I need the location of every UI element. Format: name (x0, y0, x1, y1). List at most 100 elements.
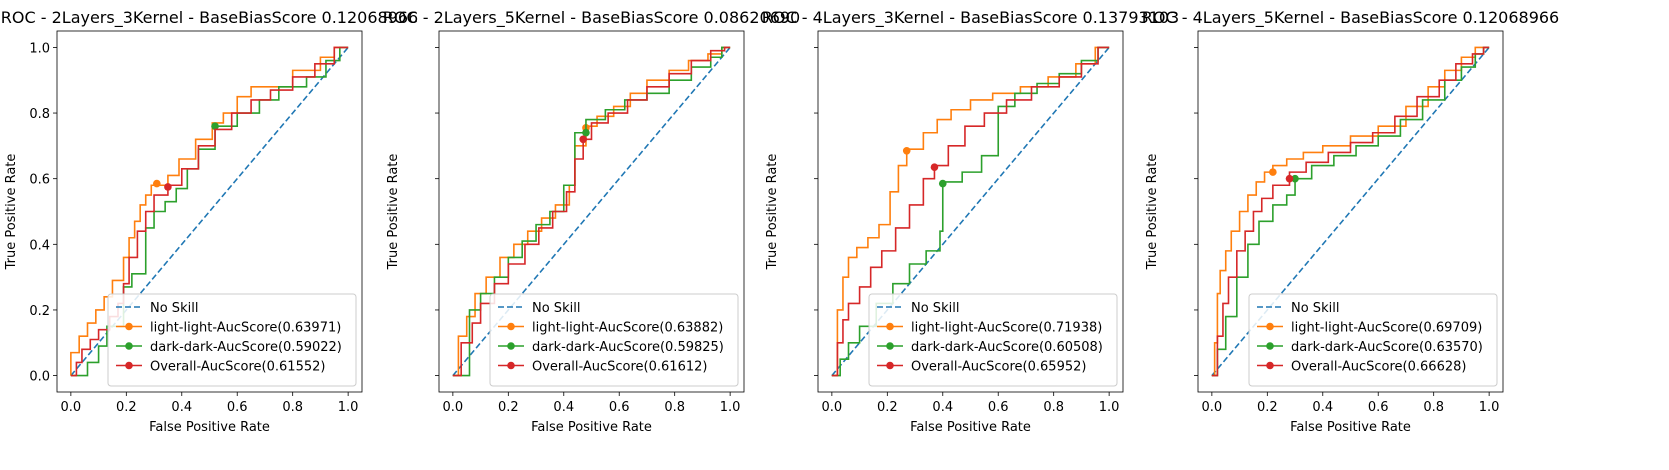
x-axis-label: False Positive Rate (531, 420, 652, 435)
x-tick-label: 0.0 (822, 400, 843, 415)
series-line-2 (1211, 46, 1490, 377)
legend-marker-3 (1266, 361, 1274, 370)
x-tick-label: 0.6 (988, 400, 1009, 415)
x-axis-label: False Positive Rate (1290, 420, 1411, 435)
threshold-marker-2 (1291, 174, 1299, 183)
x-tick-label: 0.0 (1202, 400, 1223, 415)
legend-label-1: light-light-AucScore(0.63882) (532, 321, 723, 336)
legend-label-2: dark-dark-AucScore(0.63570) (1291, 340, 1483, 355)
legend-marker-1 (125, 322, 133, 331)
chart-panel-4: ROC - 4Layers_5Kernel - BaseBiasScore 0.… (1142, 8, 1559, 435)
x-tick-label: 0.8 (1423, 400, 1444, 415)
x-tick-label: 0.6 (609, 400, 630, 415)
axes-frame (56, 30, 363, 393)
series-line-3 (831, 46, 1110, 377)
legend: No Skill light-light-AucScore(0.63971) dar… (107, 293, 357, 387)
legend-marker-3 (886, 361, 894, 370)
x-tick-label: 0.2 (498, 400, 519, 415)
legend-label-3: Overall-AucScore(0.61552) (150, 360, 325, 375)
y-tick-label: 0.2 (29, 304, 50, 319)
chart-panel-2: ROC - 2Layers_5Kernel - BaseBiasScore 0.… (383, 8, 800, 435)
legend-label-2: dark-dark-AucScore(0.60508) (911, 340, 1103, 355)
chart-title: ROC - 2Layers_3Kernel - BaseBiasScore 0.… (1, 8, 418, 28)
threshold-marker-1 (902, 146, 911, 155)
legend-marker-1 (1266, 322, 1274, 331)
chart-title: ROC - 2Layers_5Kernel - BaseBiasScore 0.… (383, 8, 800, 28)
chart-panel-3: ROC - 4Layers_3Kernel - BaseBiasScore 0.… (762, 8, 1179, 435)
legend-label-1: light-light-AucScore(0.71938) (911, 321, 1102, 336)
legend-label-2: dark-dark-AucScore(0.59825) (532, 340, 724, 355)
legend: No Skill light-light-AucScore(0.71938) dar… (868, 293, 1118, 387)
x-tick-label: 0.2 (877, 400, 898, 415)
legend-label-2: dark-dark-AucScore(0.59022) (150, 340, 342, 355)
axes-frame (438, 30, 745, 393)
y-axis-label: True Positive Rate (1145, 154, 1160, 271)
y-tick-label: 0.8 (29, 107, 50, 122)
x-tick-label: 0.4 (171, 400, 192, 415)
chart-title: ROC - 4Layers_3Kernel - BaseBiasScore 0.… (762, 8, 1179, 28)
axes-frame (817, 30, 1124, 393)
y-tick-label: 0.0 (29, 370, 50, 385)
legend-label-3: Overall-AucScore(0.65952) (911, 360, 1086, 375)
y-tick-label: 1.0 (29, 41, 50, 56)
legend: No Skill light-light-AucScore(0.63882) dar… (489, 293, 739, 387)
x-tick-label: 1.0 (1099, 400, 1120, 415)
legend-label-0: No Skill (150, 301, 198, 316)
threshold-marker-2 (582, 128, 590, 137)
legend-box (1248, 293, 1498, 387)
x-tick-label: 1.0 (720, 400, 741, 415)
x-tick-label: 0.4 (553, 400, 574, 415)
x-tick-label: 0.6 (227, 400, 248, 415)
legend: No Skill light-light-AucScore(0.69709) dar… (1248, 293, 1498, 387)
legend-marker-1 (886, 322, 894, 331)
legend-box (489, 293, 739, 387)
threshold-marker-3 (1285, 174, 1294, 183)
series-line-1 (70, 46, 349, 376)
legend-box (107, 293, 357, 387)
legend-label-3: Overall-AucScore(0.66628) (1291, 360, 1466, 375)
x-tick-label: 0.2 (1257, 400, 1278, 415)
legend-marker-2 (1266, 342, 1274, 350)
y-axis-label: True Positive Rate (386, 154, 401, 271)
legend-label-0: No Skill (1291, 301, 1339, 316)
x-tick-label: 0.2 (116, 400, 137, 415)
series-group (452, 46, 731, 377)
legend-marker-2 (507, 342, 515, 350)
legend-marker-1 (507, 322, 515, 331)
x-tick-label: 1.0 (1479, 400, 1500, 415)
threshold-marker-3 (579, 135, 587, 144)
x-tick-label: 0.8 (664, 400, 685, 415)
y-axis-label: True Positive Rate (765, 154, 780, 271)
x-tick-label: 0.0 (443, 400, 464, 415)
chart-panel-1: ROC - 2Layers_3Kernel - BaseBiasScore 0.… (1, 8, 418, 435)
series-line-3 (452, 46, 731, 377)
legend-label-0: No Skill (911, 301, 959, 316)
x-axis-label: False Positive Rate (149, 420, 270, 435)
legend-marker-3 (125, 361, 133, 370)
legend-marker-2 (125, 342, 133, 350)
threshold-marker-1 (1269, 168, 1277, 176)
threshold-marker-1 (153, 179, 161, 188)
series-line-1 (1211, 46, 1490, 377)
x-axis-label: False Positive Rate (910, 420, 1031, 435)
y-axis-label: True Positive Rate (4, 154, 19, 271)
x-tick-label: 0.4 (1312, 400, 1333, 415)
x-tick-label: 1.0 (338, 400, 359, 415)
x-tick-label: 0.0 (61, 400, 82, 415)
threshold-marker-3 (164, 183, 172, 191)
y-tick-label: 0.6 (29, 173, 50, 188)
x-tick-label: 0.4 (932, 400, 953, 415)
legend-marker-2 (886, 342, 894, 350)
x-tick-label: 0.8 (282, 400, 303, 415)
y-tick-label: 0.4 (29, 238, 50, 253)
series-group (1211, 46, 1490, 377)
threshold-marker-2 (938, 179, 947, 188)
axes-frame (1197, 30, 1504, 393)
legend-box (868, 293, 1118, 387)
legend-marker-3 (507, 361, 515, 370)
legend-label-0: No Skill (532, 301, 580, 316)
threshold-marker-2 (211, 122, 219, 130)
threshold-marker-3 (930, 163, 939, 171)
